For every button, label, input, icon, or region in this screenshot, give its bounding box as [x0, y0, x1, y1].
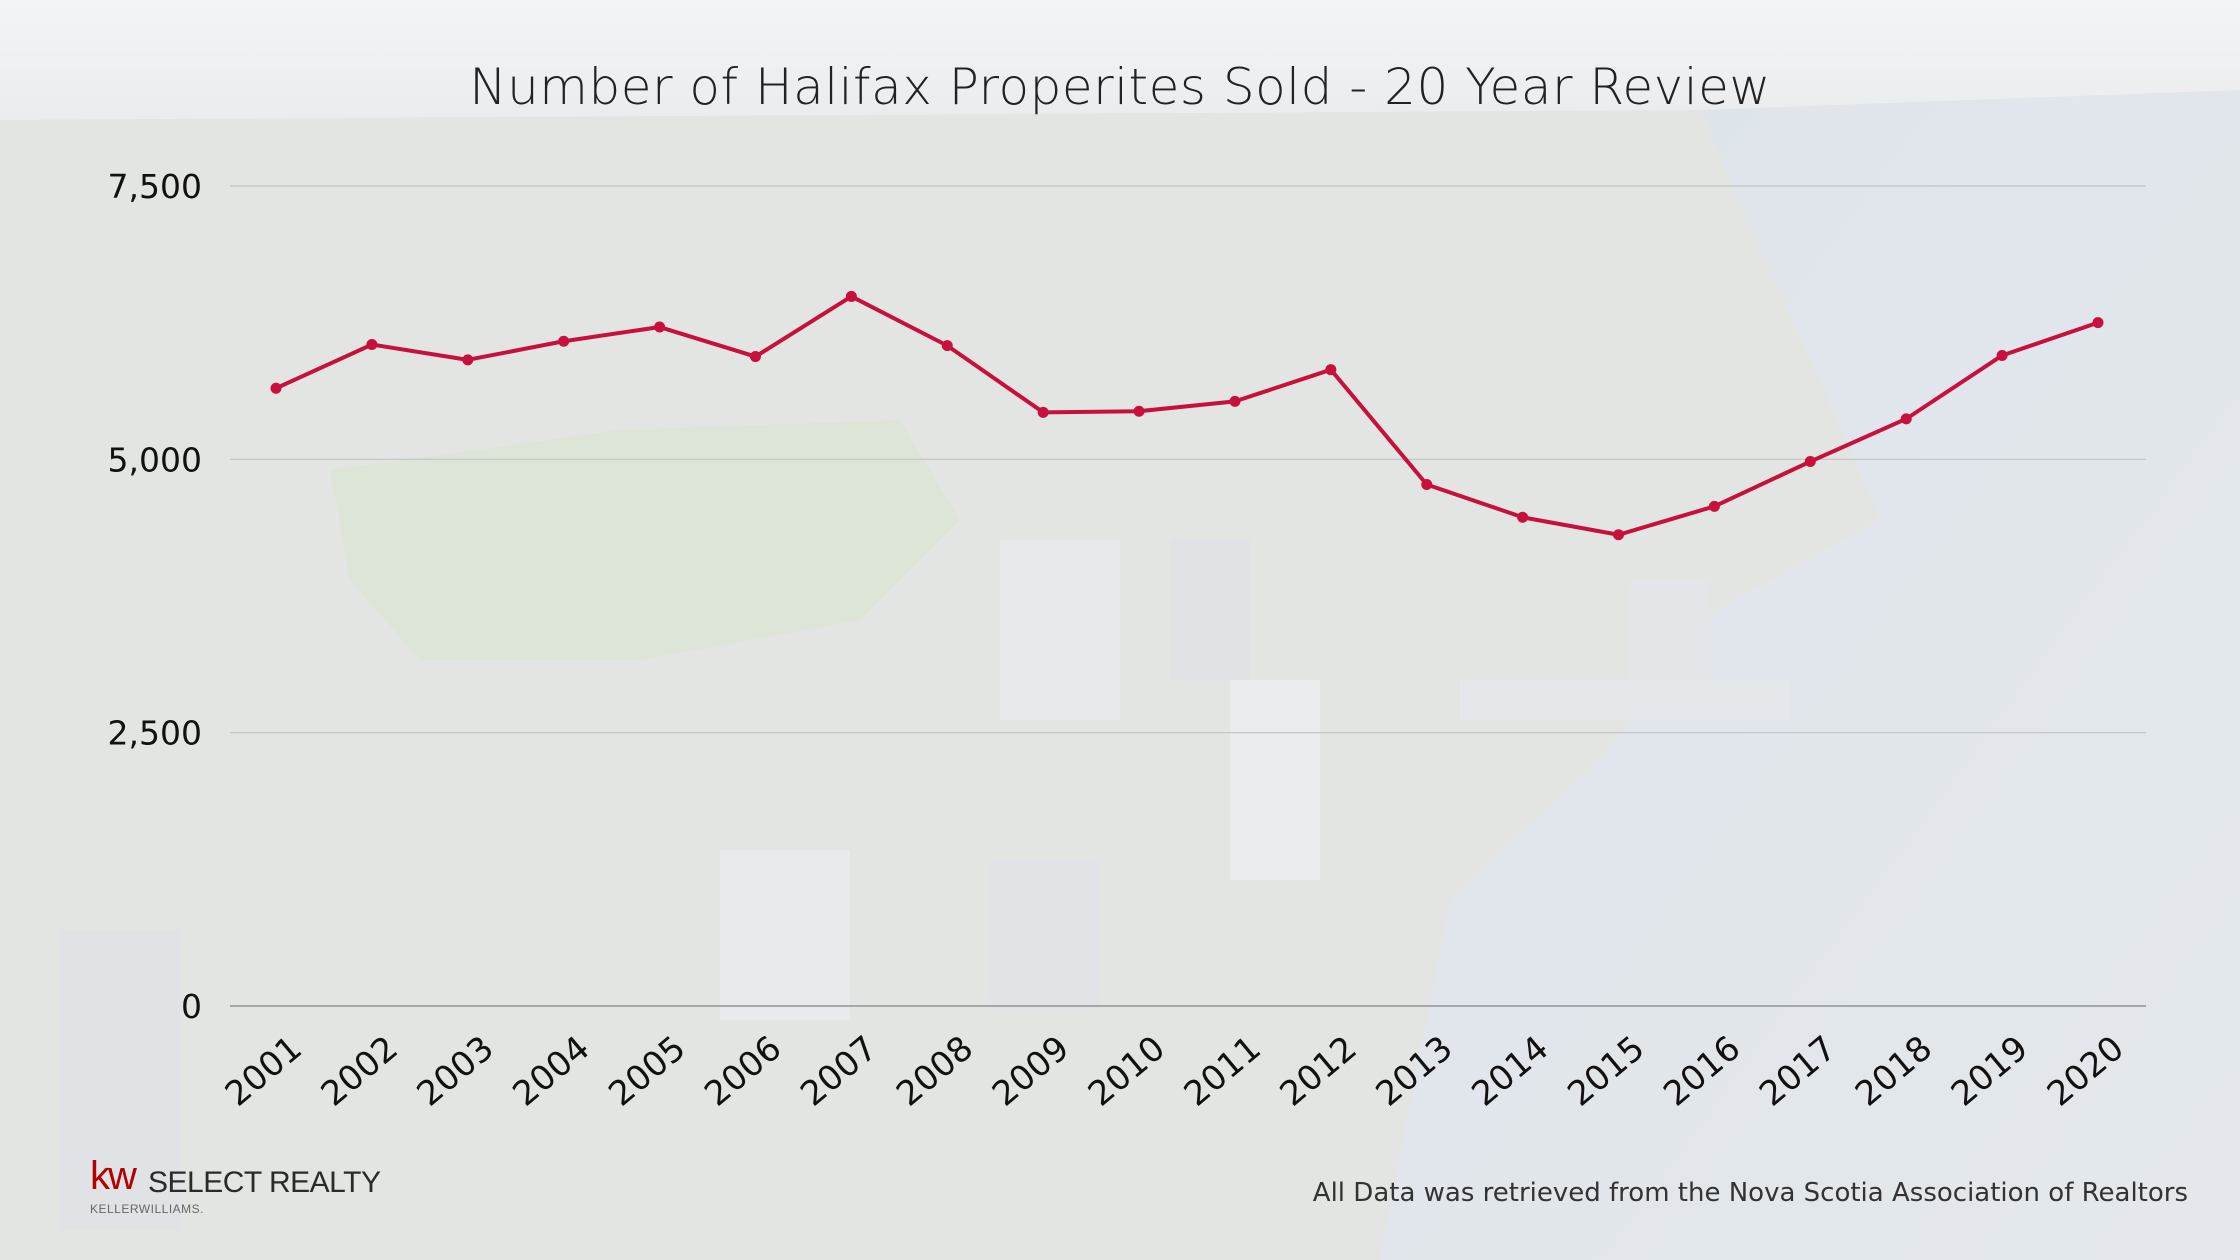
x-tick-label: 2020 — [2040, 1028, 2132, 1114]
series-group — [270, 290, 2104, 541]
data-point-2013 — [1421, 478, 1433, 490]
y-tick-label: 0 — [181, 987, 202, 1026]
y-axis-ticks: 0 2,500 5,000 7,500 — [108, 167, 202, 1026]
x-tick-label: 2002 — [314, 1028, 406, 1114]
y-tick-label: 7,500 — [108, 167, 202, 206]
x-tick-label: 2013 — [1369, 1028, 1461, 1114]
data-point-2014 — [1517, 511, 1529, 523]
x-tick-label: 2016 — [1656, 1028, 1748, 1114]
gridlines — [230, 185, 2146, 1007]
x-tick-label: 2003 — [410, 1028, 502, 1114]
data-point-2015 — [1613, 529, 1625, 541]
data-point-2004 — [558, 335, 570, 347]
data-point-2001 — [270, 382, 282, 394]
x-tick-label: 2009 — [985, 1028, 1077, 1114]
data-point-2007 — [845, 290, 857, 302]
data-point-2011 — [1229, 395, 1241, 407]
kw-select-realty-logo: kw SELECT REALTY KELLERWILLIAMS. — [90, 1154, 381, 1220]
x-tick-label: 2005 — [601, 1028, 693, 1114]
data-point-2020 — [2092, 317, 2104, 329]
x-tick-label: 2004 — [505, 1028, 597, 1114]
data-point-2018 — [1900, 413, 1912, 425]
x-tick-label: 2006 — [697, 1028, 789, 1114]
data-point-2016 — [1708, 500, 1720, 512]
x-tick-label: 2010 — [1081, 1028, 1173, 1114]
logo-mark: kw — [90, 1154, 137, 1198]
data-point-2010 — [1133, 405, 1145, 417]
x-tick-label: 2001 — [218, 1028, 310, 1114]
x-tick-label: 2012 — [1273, 1028, 1365, 1114]
data-point-2017 — [1804, 456, 1816, 468]
data-point-2003 — [462, 354, 474, 366]
x-tick-label: 2017 — [1752, 1028, 1844, 1114]
x-tick-label: 2008 — [889, 1028, 981, 1114]
data-point-2019 — [1996, 349, 2008, 361]
data-point-2002 — [366, 339, 378, 351]
data-point-2008 — [941, 340, 953, 352]
y-tick-label: 2,500 — [108, 714, 202, 753]
x-tick-label: 2014 — [1464, 1028, 1556, 1114]
data-point-2006 — [749, 351, 761, 363]
x-axis-ticks: 2001 2002 2003 2004 2005 2006 2007 2008 2009 2010… — [218, 1028, 2132, 1114]
x-tick-label: 2019 — [1944, 1028, 2036, 1114]
y-tick-label: 5,000 — [108, 440, 202, 479]
source-note: All Data was retrieved from the Nova Sco… — [1312, 1178, 2188, 1208]
data-point-2005 — [654, 321, 666, 333]
logo-brand: SELECT REALTY — [148, 1166, 381, 1199]
x-tick-label: 2011 — [1177, 1028, 1269, 1114]
series-line — [274, 294, 2100, 537]
x-tick-label: 2007 — [793, 1028, 885, 1114]
chart-title: Number of Halifax Properites Sold - 20 Y… — [469, 58, 1771, 116]
data-point-2009 — [1037, 406, 1049, 418]
x-tick-label: 2015 — [1560, 1028, 1652, 1114]
x-tick-label: 2018 — [1848, 1028, 1940, 1114]
data-point-2012 — [1325, 364, 1337, 376]
logo-subtitle: KELLERWILLIAMS. — [90, 1202, 204, 1216]
